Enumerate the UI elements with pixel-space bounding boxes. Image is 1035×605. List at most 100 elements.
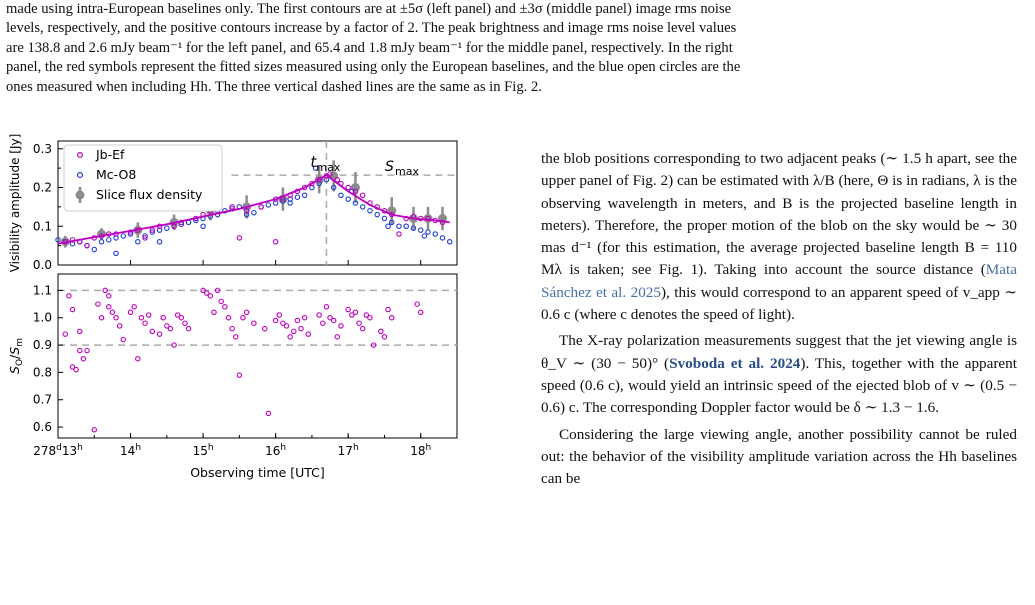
ratio-point xyxy=(381,334,388,340)
paragraph-1-end: ), this would correspond to an apparent … xyxy=(541,283,1017,324)
caption-line-4: panel, the red symbols represent the fit… xyxy=(6,59,741,76)
caption-line-2: levels, respectively, and the positive c… xyxy=(6,20,737,37)
ratio-point xyxy=(280,320,286,326)
bottom-panel-frame xyxy=(57,273,458,439)
ratio-point xyxy=(102,287,108,294)
ratio-point xyxy=(378,328,384,335)
ratio-point xyxy=(182,320,188,326)
ratio-point xyxy=(229,325,235,332)
ratio-point xyxy=(73,366,79,373)
bottom-xtick-label: 17h xyxy=(338,443,359,458)
ratio-point xyxy=(145,312,152,318)
mc-o8-point xyxy=(149,229,156,235)
ratio-point xyxy=(367,314,373,321)
mc-o8-point xyxy=(388,219,395,226)
top-ytick-label: 0.2 xyxy=(33,181,52,195)
legend-box xyxy=(63,144,223,212)
xtick-part: 16 xyxy=(265,444,280,458)
ratio-point xyxy=(200,287,206,294)
ratio-point xyxy=(62,331,69,337)
ratio-point xyxy=(320,320,326,326)
mc-o8-point xyxy=(367,208,373,214)
bottom-ytick-label: 1.0 xyxy=(33,311,52,325)
jb-ef-point xyxy=(149,227,156,233)
jb-ef-point xyxy=(345,184,351,191)
mc-o8-point xyxy=(417,227,424,233)
citation-svoboda[interactable]: Svoboda et al. 2024 xyxy=(669,354,801,372)
jb-ef-point xyxy=(396,231,402,237)
ratio-point xyxy=(80,355,87,362)
ratio-point xyxy=(98,314,105,321)
ratio-point xyxy=(211,309,217,316)
xtick-part: 14 xyxy=(120,444,135,458)
bottom-ytick-label: 0.7 xyxy=(33,393,52,407)
ratio-point xyxy=(316,312,322,318)
mc-o8-point xyxy=(120,233,127,239)
bottom-xtick-label: 18h xyxy=(410,443,431,458)
paragraph-1: the blob positions corresponding to two … xyxy=(541,148,1017,326)
xtick-part: h xyxy=(426,443,432,453)
mc-o8-point xyxy=(352,200,359,206)
caption-line-3: are 138.8 and 2.6 mJy beam⁻¹ for the lef… xyxy=(6,39,733,56)
bottom-ytick-label: 0.6 xyxy=(33,420,52,434)
legend-marker xyxy=(75,190,85,200)
ratio-point xyxy=(301,314,308,321)
ratio-point xyxy=(272,317,279,324)
ratio-point xyxy=(106,304,112,310)
ratio-point xyxy=(225,314,232,321)
citation-mata-sanchez[interactable]: Mata Sánchez et al. 2025 xyxy=(541,261,1017,301)
mc-o8-point xyxy=(55,237,61,243)
ratio-point xyxy=(232,334,239,340)
mc-o8-point xyxy=(251,209,257,216)
ratio-point xyxy=(77,347,83,354)
ratio-point xyxy=(218,298,224,305)
mc-o8-point xyxy=(338,192,344,198)
tmax-annotation-sub: max xyxy=(316,161,340,174)
ratio-point xyxy=(385,306,391,313)
mc-o8-point xyxy=(446,239,453,245)
jb-ef-point xyxy=(171,223,177,230)
top-ytick-label: 0.3 xyxy=(33,142,52,156)
ratio-point xyxy=(414,301,420,307)
jb-ef-point xyxy=(243,208,250,214)
ratio-point xyxy=(291,328,297,335)
mc-o8-point xyxy=(410,225,417,231)
ratio-point xyxy=(156,331,163,337)
ratio-point xyxy=(116,323,123,329)
ratio-point xyxy=(207,293,214,299)
ratio-point xyxy=(363,312,370,318)
ratio-point xyxy=(356,320,362,326)
jb-ef-point xyxy=(236,235,243,241)
mc-o8-point xyxy=(91,246,98,253)
ratio-point xyxy=(77,328,83,335)
ratio-point xyxy=(251,320,257,326)
ratio-point xyxy=(287,334,293,340)
xtick-part: h xyxy=(353,443,359,453)
mc-o8-point xyxy=(359,204,366,210)
mc-o8-point xyxy=(287,200,293,206)
ratio-point xyxy=(352,309,359,316)
tmax-annotation: t xyxy=(310,153,317,171)
mc-o8-point xyxy=(385,223,391,230)
mc-o8-point xyxy=(280,198,286,204)
bottom-ytick-label: 1.1 xyxy=(33,283,52,297)
bottom-xtick-label: 14h xyxy=(120,443,141,458)
paragraph-1-text: the blob positions corresponding to two … xyxy=(541,150,1017,279)
ratio-point xyxy=(294,317,301,324)
bottom-xtick-label: 16h xyxy=(265,443,286,458)
ratio-point xyxy=(185,325,192,332)
caption-line-1: made using intra-European baselines only… xyxy=(6,1,732,17)
bottom-ylabel: SO/Sm xyxy=(7,338,25,374)
ratio-point xyxy=(69,364,76,370)
ratio-point xyxy=(167,325,174,332)
xtick-part: 17 xyxy=(338,444,353,458)
ratio-point xyxy=(243,309,250,316)
mc-o8-point xyxy=(312,165,319,171)
paragraph-2: The X-ray polarization measurements sugg… xyxy=(541,330,1017,419)
mc-o8-point xyxy=(403,223,409,230)
ratio-point xyxy=(203,290,210,296)
mc-o8-point xyxy=(142,233,148,239)
legend-marker xyxy=(76,152,83,159)
ratio-point xyxy=(283,323,290,329)
jb-ef-point xyxy=(272,239,279,245)
